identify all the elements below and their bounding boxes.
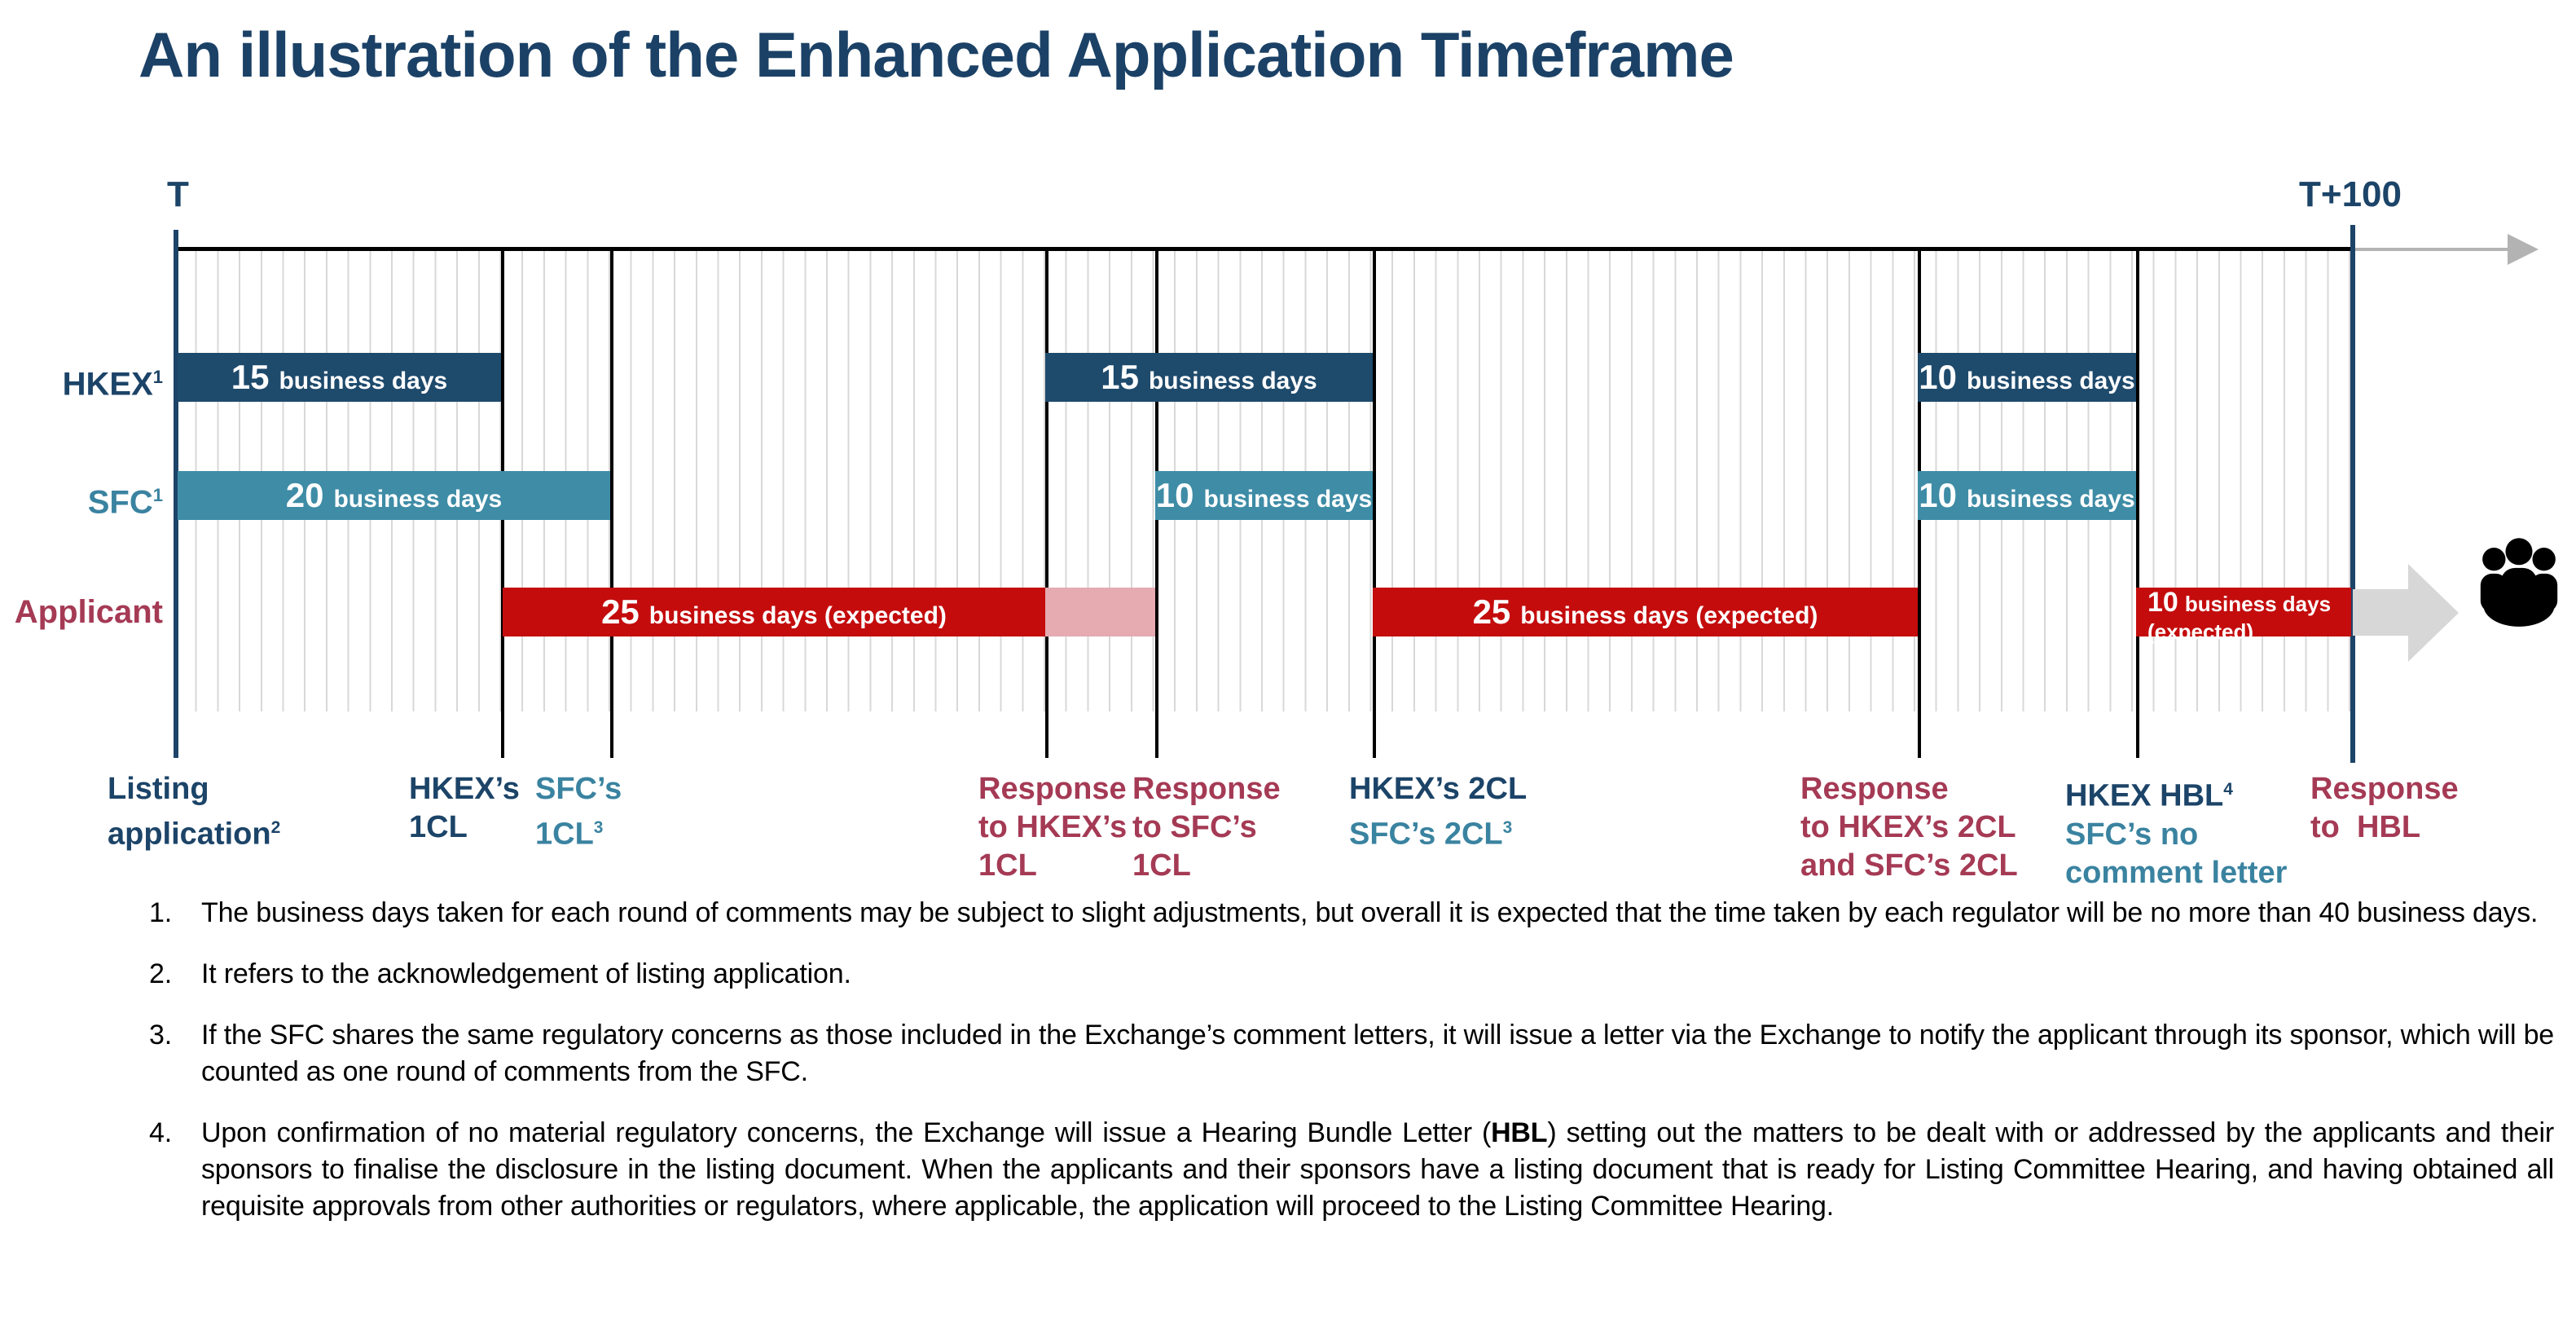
row-label-applicant: Applicant: [14, 594, 163, 630]
footnotes: 1. The business days taken for each round…: [149, 895, 2554, 1249]
milestone-labels: Listing application2 HKEX’s 1CL SFC’s 1CL3 Res…: [0, 770, 2576, 892]
timeline-bar-hkex-1: 15 business days: [178, 353, 501, 402]
milestone-line: and SFC’s 2CL: [1800, 848, 2018, 883]
milestone-line: Response: [1800, 772, 1949, 806]
row-label-hkex: HKEX1: [62, 366, 163, 403]
footnote-number: 3.: [149, 1020, 172, 1051]
milestone-line: application2: [108, 817, 281, 852]
milestone-line: HKEX’s: [409, 772, 520, 806]
milestone-line: Response: [978, 772, 1127, 806]
applicant-arrow-body: [2353, 589, 2408, 636]
separator-line-5: [1373, 249, 1376, 758]
bar-duration-number: 10: [2147, 587, 2178, 618]
milestone-line: to HKEX’s: [978, 810, 1128, 844]
milestone-line: HKEX’s 2CL: [1349, 772, 1528, 806]
bar-duration-number: 15: [231, 358, 270, 396]
milestone-label-2: HKEX’s 1CL: [409, 770, 520, 847]
milestone-line: 1CL: [1132, 848, 1191, 883]
milestone-line: SFC’s 2CL3: [1349, 817, 1513, 852]
milestone-line: to SFC’s: [1132, 810, 1257, 844]
timeline-bar-sfc-1: 20 business days: [178, 471, 610, 520]
footnote-number: 2.: [149, 958, 172, 989]
bar-duration-unit: business days: [1148, 368, 1317, 394]
timeline-start-label: T: [167, 174, 189, 214]
milestone-label-6: HKEX’s 2CL SFC’s 2CL3: [1349, 770, 1527, 854]
milestone-label-3: SFC’s 1CL3: [535, 770, 622, 854]
axis-line-t100: [2350, 225, 2355, 763]
milestone-label-1: Listing application2: [108, 770, 280, 854]
footnote-item-3: 3. If the SFC shares the same regulatory …: [149, 1017, 2554, 1090]
footnote-number: 1.: [149, 897, 172, 928]
milestone-label-5: Response to SFC’s 1CL: [1132, 770, 1281, 885]
milestone-label-9: Response to HBL: [2310, 770, 2459, 847]
footnote-number: 4.: [149, 1117, 172, 1148]
separator-line-3: [1045, 249, 1048, 758]
applicant-arrowhead-icon: [2408, 564, 2459, 662]
footnote-item-2: 2. It refers to the acknowledgement of li…: [149, 956, 2554, 993]
bar-duration-number: 10: [1155, 476, 1194, 514]
timeline-bar-sfc-3: 10 business days: [1918, 471, 2136, 520]
bar-duration-unit: business days: [1966, 368, 2135, 394]
timeline-arrowhead-icon: [2508, 234, 2539, 265]
milestone-label-4: Response to HKEX’s 1CL: [978, 770, 1127, 885]
milestone-line: Response: [1132, 772, 1281, 806]
bar-duration-unit: business days: [2184, 592, 2332, 616]
timeline-bar-hkex-3: 10 business days: [1918, 353, 2136, 402]
footnote-text: Upon confirmation of no material regulat…: [201, 1117, 2554, 1222]
timeline-top-line: [175, 247, 2353, 251]
bar-duration-number: 20: [285, 476, 324, 514]
timeline-end-label: T+100: [2299, 174, 2402, 214]
timeline-bar-applicant-1: 25 business days (expected): [503, 588, 1045, 636]
bar-duration-number: 10: [1919, 476, 1957, 514]
separator-line-7: [2136, 249, 2139, 758]
milestone-line: SFC’s no: [2065, 817, 2199, 852]
bar-text-line1: 10 business days: [2147, 587, 2351, 621]
milestone-line: Listing: [108, 772, 209, 806]
bar-duration-number: 25: [601, 592, 640, 631]
timeline-bar-sfc-2: 10 business days: [1155, 471, 1373, 520]
people-icon: [2480, 538, 2558, 627]
bar-duration-unit: business days (expected): [648, 602, 947, 629]
milestone-line: to HBL: [2310, 810, 2421, 844]
milestone-line: 1CL: [409, 810, 468, 844]
bar-duration-unit: business days: [1966, 486, 2135, 513]
timeline-bar-applicant-3: 10 business days (expected): [2136, 587, 2351, 642]
axis-line-t: [174, 230, 178, 758]
timeline-arrow-line: [2355, 248, 2512, 251]
timeline-bar-hkex-2: 15 business days: [1045, 353, 1373, 402]
page-title: An illustration of the Enhanced Applicat…: [138, 19, 1734, 90]
timeline-bar-applicant-2: 25 business days (expected): [1373, 588, 1918, 636]
milestone-line: 1CL3: [535, 817, 604, 852]
bar-duration-unit: business days (expected): [1520, 602, 1818, 629]
applicant-expected-overrun-segment: [1045, 588, 1155, 636]
milestone-line: 1CL: [978, 848, 1037, 883]
footnote-text: The business days taken for each round o…: [201, 897, 2539, 928]
bar-duration-unit: business days: [1203, 486, 1373, 513]
milestone-line: to HKEX’s 2CL: [1800, 810, 2016, 844]
footnote-item-4: 4. Upon confirmation of no material regul…: [149, 1115, 2554, 1225]
bar-duration-number: 10: [1919, 358, 1957, 396]
milestone-label-8: HKEX HBL4 SFC’s no comment letter: [2065, 770, 2287, 892]
milestone-line: comment letter: [2065, 855, 2288, 890]
milestone-line: SFC’s: [535, 772, 622, 806]
footnote-text: If the SFC shares the same regulatory co…: [201, 1020, 2554, 1087]
footnote-text: It refers to the acknowledgement of list…: [201, 958, 851, 989]
separator-line-2: [610, 249, 613, 758]
milestone-label-7: Response to HKEX’s 2CL and SFC’s 2CL: [1800, 770, 2018, 885]
bar-text-line2: (expected): [2147, 619, 2254, 644]
bar-duration-unit: business days: [279, 368, 448, 394]
milestone-line: HKEX HBL4: [2065, 778, 2233, 813]
bar-duration-number: 25: [1472, 592, 1511, 631]
bar-duration-unit: business days: [333, 486, 503, 513]
bar-duration-number: 15: [1101, 358, 1139, 396]
row-label-sfc: SFC1: [87, 484, 163, 521]
milestone-line: Response: [2310, 772, 2459, 806]
footnote-item-1: 1. The business days taken for each round…: [149, 895, 2554, 932]
